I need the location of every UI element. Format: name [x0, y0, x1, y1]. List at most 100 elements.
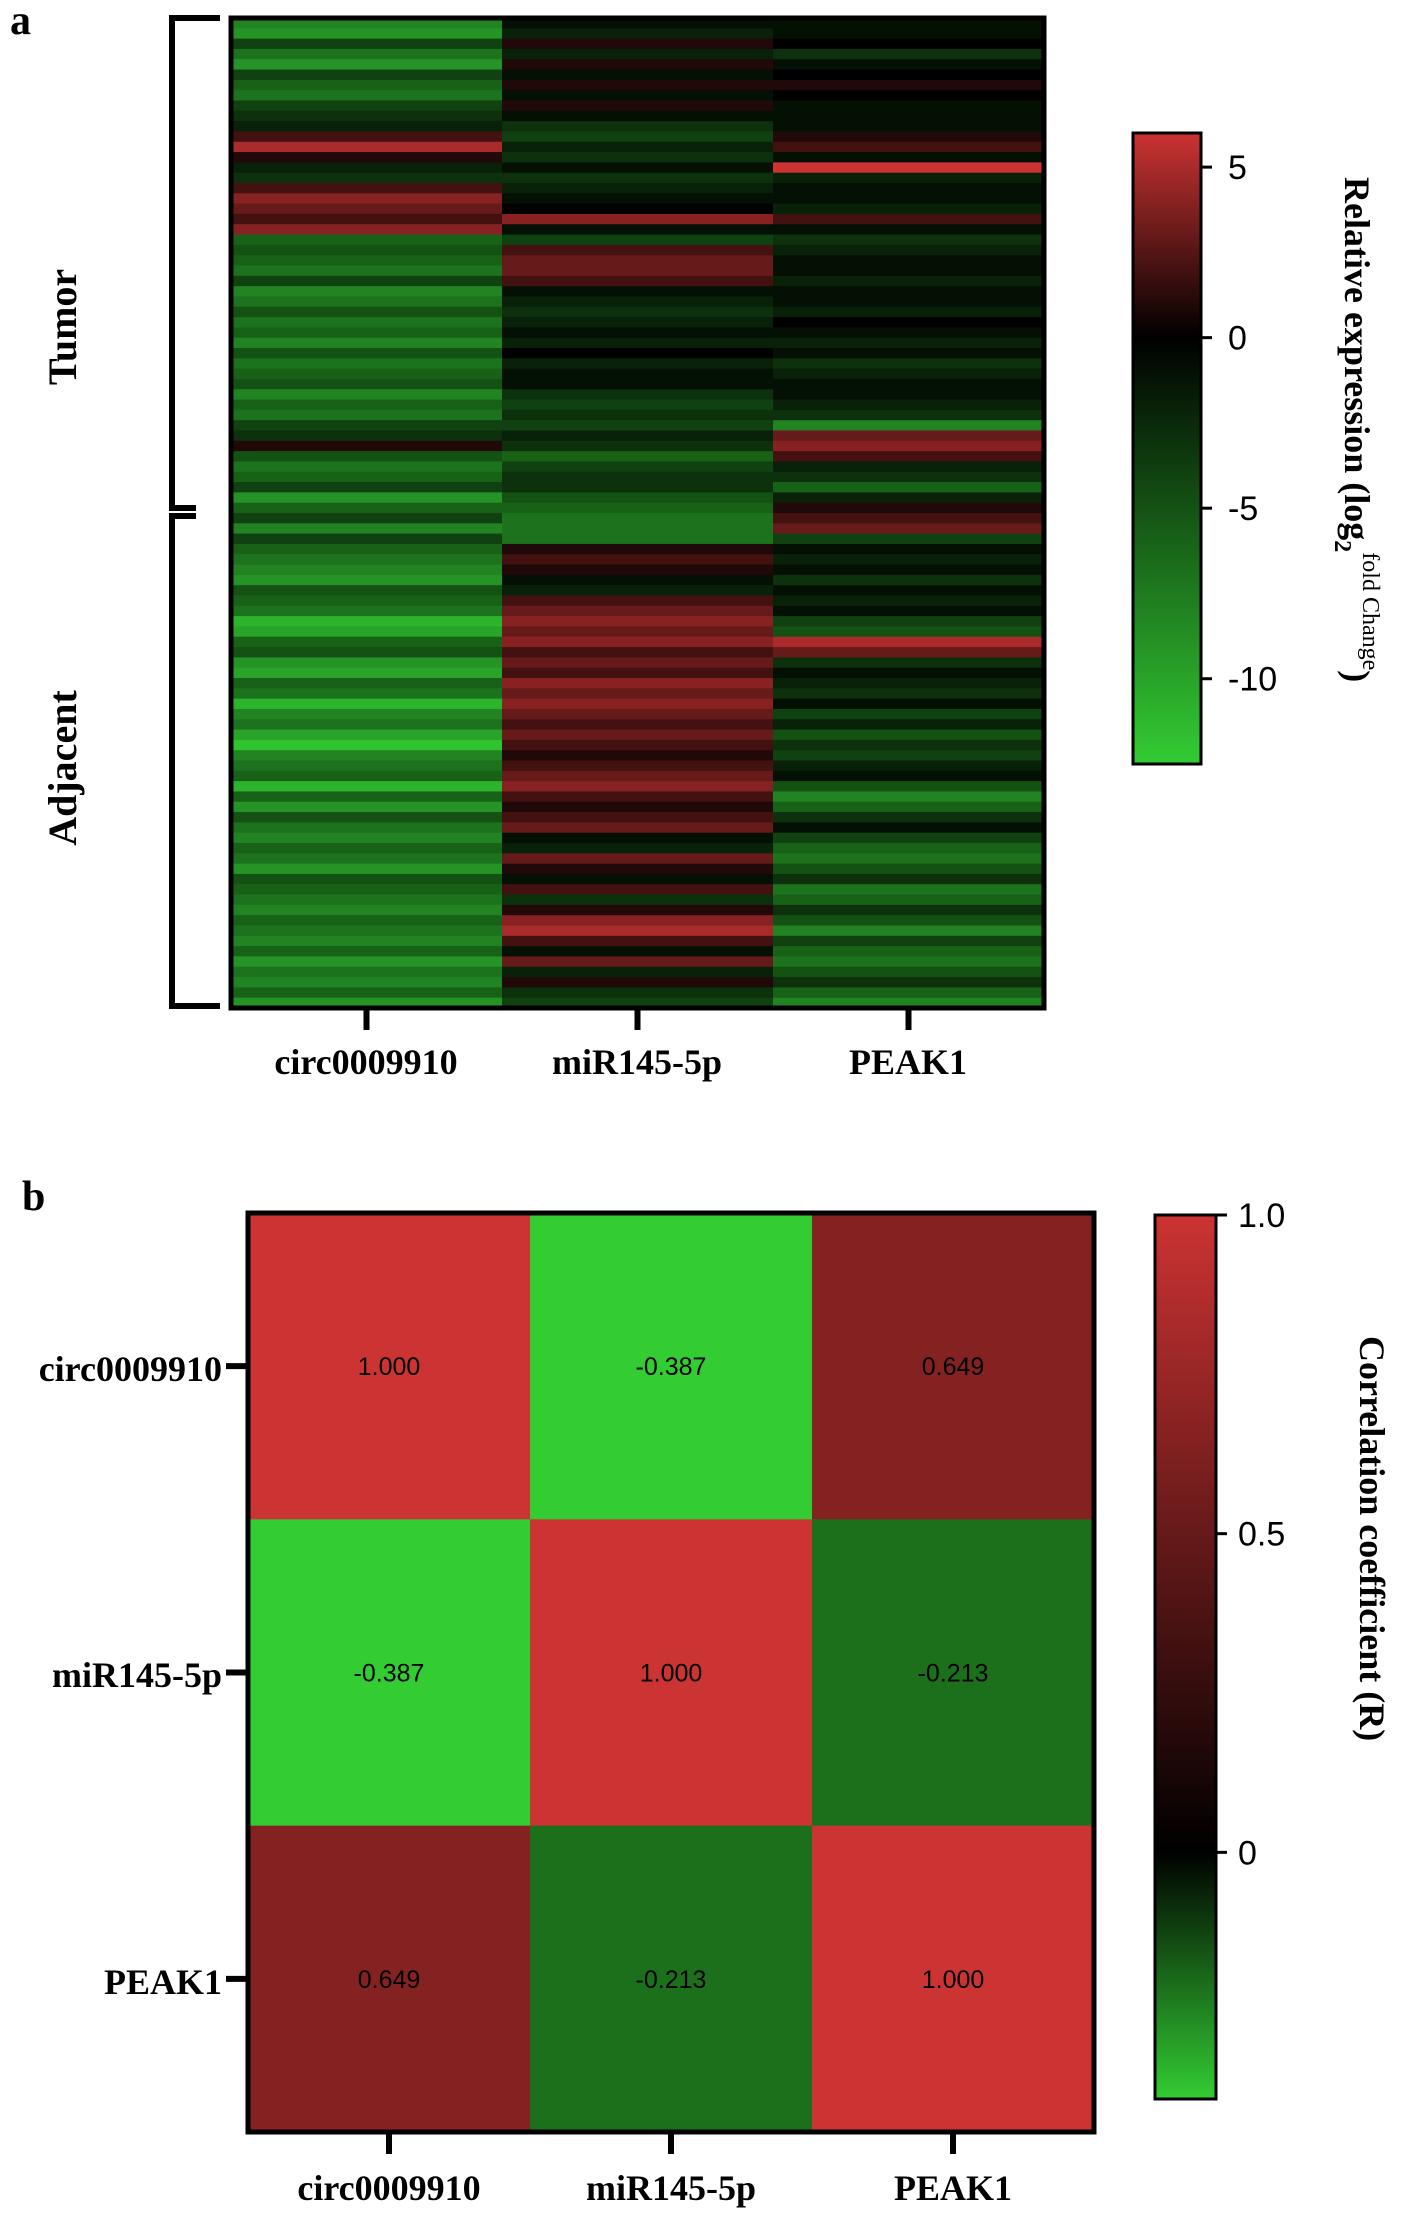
heatmap-a-cell — [773, 739, 1045, 751]
heatmap-a-cell — [773, 605, 1045, 617]
heatmap-a-cell — [773, 389, 1045, 401]
heatmap-a-cell — [502, 482, 774, 493]
colorbar-a-title-sup: fold Change — [1357, 552, 1383, 670]
heatmap-a-cell — [773, 812, 1045, 823]
heatmap-a-cell — [502, 172, 774, 184]
colorbar-a-tick-label: -5 — [1228, 490, 1258, 528]
heatmap-a-cell — [773, 100, 1045, 112]
heatmap-a-cell — [773, 543, 1045, 555]
heatmap-b-cell-label: -0.387 — [354, 1660, 425, 1688]
heatmap-a-cell — [502, 915, 774, 927]
heatmap-a-cell — [773, 977, 1045, 988]
heatmap-a-cell — [231, 492, 503, 504]
heatmap-a-cell — [502, 750, 774, 762]
heatmap-b-cell — [530, 1825, 813, 2133]
tumor-bracket — [169, 15, 220, 511]
heatmap-a-cell — [773, 471, 1045, 483]
heatmap-a-cell — [502, 523, 774, 535]
heatmap-b-cell — [530, 1213, 813, 1520]
heatmap-a-cell — [231, 554, 503, 566]
heatmap-a-cell — [773, 420, 1045, 432]
heatmap-b-yticks — [226, 1363, 248, 1982]
colorbar-a-title: Relative expression (log2fold Change) — [1329, 177, 1383, 682]
heatmap-a-cell — [773, 873, 1045, 885]
heatmap-a-cell — [773, 18, 1045, 29]
heatmap-a-cell — [231, 59, 503, 71]
heatmap-a-cell — [773, 213, 1045, 225]
heatmap-a-cell — [231, 79, 503, 91]
heatmap-a-cell — [502, 451, 774, 463]
heatmap-a-cell — [502, 337, 774, 349]
heatmap-a-cell — [502, 812, 774, 823]
colorbar-a-tick-label: 0 — [1228, 320, 1247, 358]
heatmap-a-cell — [231, 121, 503, 133]
colorbar-b-tick-label: 1.0 — [1238, 1197, 1285, 1235]
heatmap-a-cell — [502, 348, 774, 359]
heatmap-a-cell — [231, 925, 503, 937]
heatmap-a-cell — [773, 265, 1045, 277]
heatmap-a-cell — [773, 585, 1045, 597]
colorbar-b-tick-label: 0.5 — [1238, 1516, 1285, 1554]
heatmap-a-cell — [773, 502, 1045, 514]
heatmap-a-cell — [502, 275, 774, 287]
heatmap-a-cell — [231, 657, 503, 669]
heatmap-a-cell — [231, 389, 503, 401]
heatmap-b-xtick-label-peak1: PEAK1 — [894, 2168, 1012, 2208]
heatmap-a-cell — [773, 832, 1045, 844]
heatmap-a-cell — [231, 172, 503, 184]
heatmap-a-cell — [231, 915, 503, 927]
heatmap-a-cell — [231, 935, 503, 947]
heatmap-a-cell — [773, 234, 1045, 246]
colorbar-a-title-main: Relative expression (log — [1337, 177, 1377, 540]
heatmap-a-cell — [231, 378, 503, 390]
heatmap-a-cell — [773, 162, 1045, 174]
heatmap-a-cell — [502, 317, 774, 328]
heatmap-a-cell — [502, 440, 774, 452]
heatmap-a-cell — [502, 203, 774, 215]
heatmap-a-cell — [773, 440, 1045, 452]
heatmap-a-cell — [773, 760, 1045, 772]
heatmap-b-cell-label: -0.213 — [636, 1966, 707, 1994]
colorbar-b-tick-label: 0 — [1238, 1834, 1257, 1872]
heatmap-a-cell — [231, 523, 503, 535]
heatmap-a-cell — [502, 213, 774, 225]
heatmap-a-cell — [502, 688, 774, 700]
heatmap-a-cell — [773, 296, 1045, 308]
heatmap-a-cell — [502, 131, 774, 143]
colorbar-a — [1131, 131, 1203, 766]
heatmap-a-cell — [773, 925, 1045, 937]
heatmap-a-cell — [502, 884, 774, 896]
heatmap-a-cell — [502, 647, 774, 658]
heatmap-a-cell — [231, 760, 503, 772]
heatmap-a-cell — [231, 801, 503, 813]
heatmap-a-cell — [502, 358, 774, 370]
heatmap-a-cell — [231, 595, 503, 607]
heatmap-b-cell-label: 0.649 — [922, 1353, 985, 1381]
colorbar-a-tick-label: -10 — [1228, 661, 1277, 699]
heatmap-a-cell — [773, 564, 1045, 576]
heatmap-a-cell — [773, 616, 1045, 628]
heatmap-a-cell — [773, 193, 1045, 205]
heatmap-a-cell — [773, 368, 1045, 380]
heatmap-a-cell — [231, 884, 503, 896]
heatmap-a-cell — [773, 781, 1045, 793]
heatmap-a-cell — [231, 110, 503, 122]
heatmap-a-cell — [502, 678, 774, 689]
heatmap-a-cell — [231, 213, 503, 225]
heatmap-a-cell — [502, 18, 774, 29]
heatmap-a-xtick-label-circ0009910: circ0009910 — [274, 1042, 457, 1082]
panel-a-label: a — [10, 0, 31, 44]
heatmap-a-cell — [502, 38, 774, 50]
heatmap-a-cell — [502, 48, 774, 60]
heatmap-a-cell — [502, 100, 774, 112]
colorbar-b-ticks: 1.0 0.5 0 — [1216, 1197, 1285, 1872]
heatmap-a-cell — [773, 719, 1045, 731]
heatmap-a-cell — [773, 492, 1045, 504]
heatmap-a-cell — [231, 18, 503, 29]
heatmap-a-cell — [231, 873, 503, 885]
heatmap-a-cell — [502, 667, 774, 679]
heatmap-a-cell — [231, 750, 503, 762]
heatmap-a-cell — [773, 306, 1045, 318]
heatmap-a-cell — [231, 574, 503, 586]
